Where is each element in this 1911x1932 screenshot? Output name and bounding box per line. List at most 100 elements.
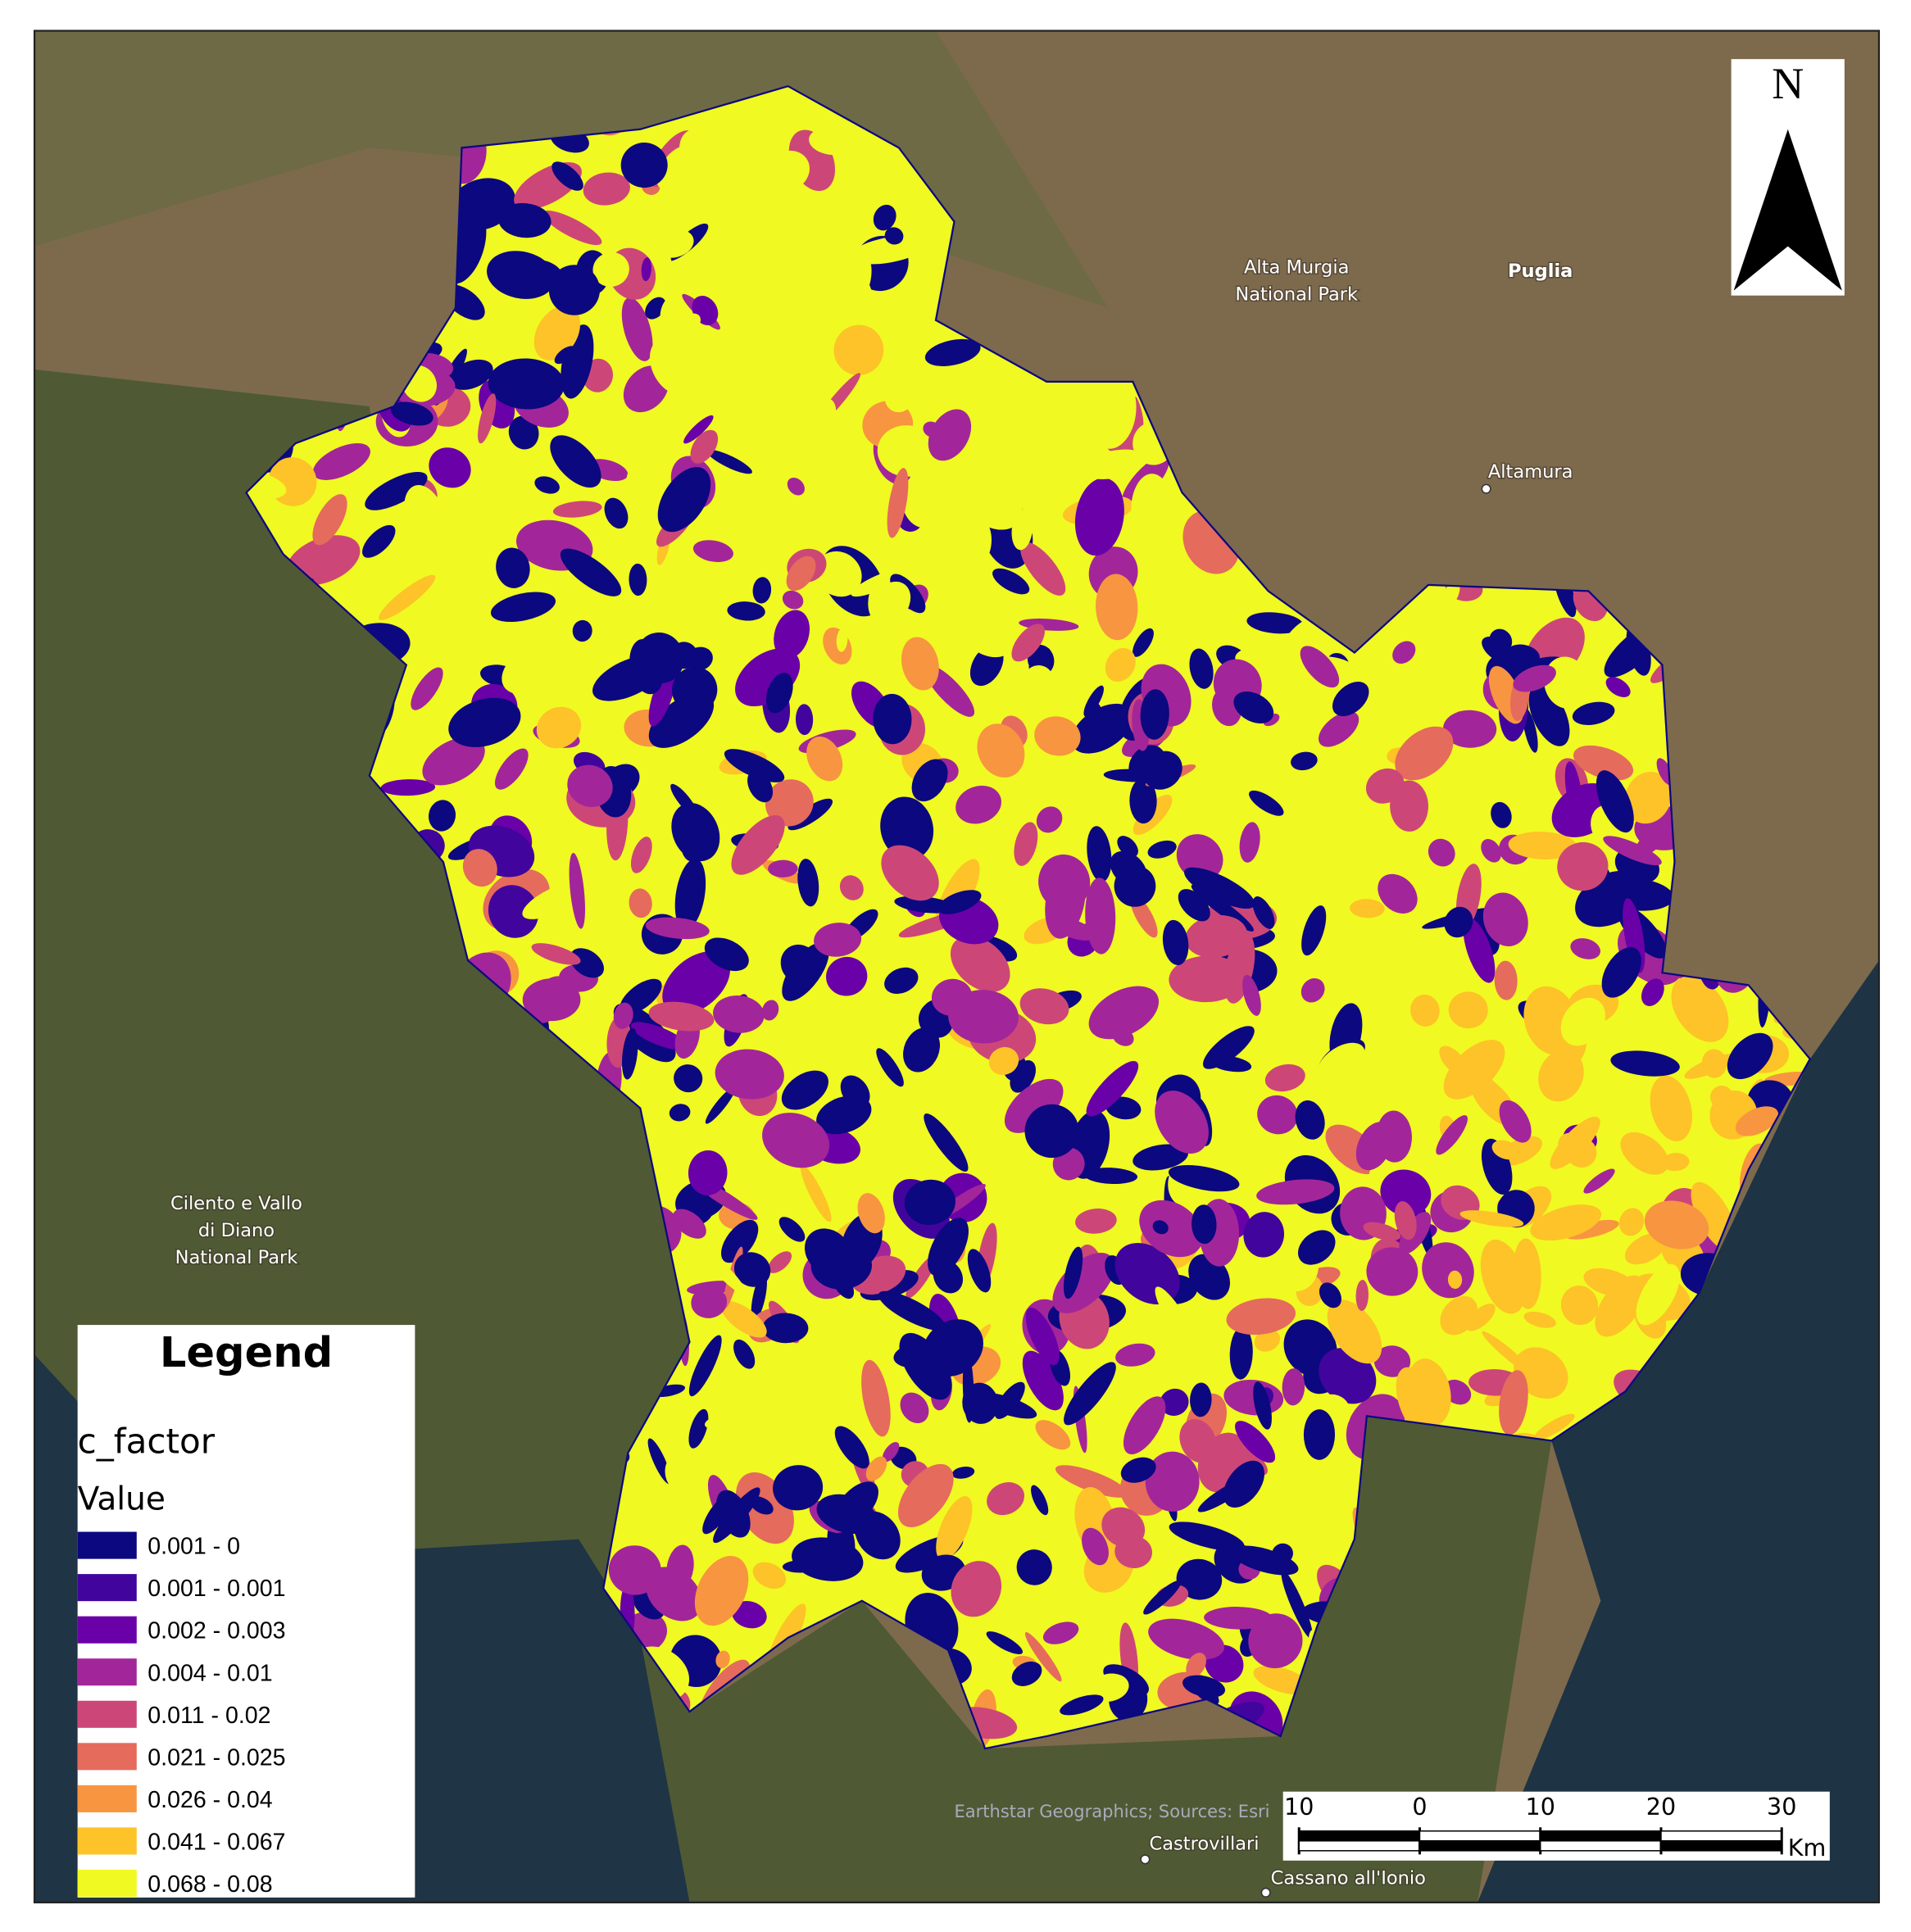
raster-patch	[752, 577, 772, 604]
raster-patch	[1252, 896, 1275, 929]
raster-patch	[1440, 1295, 1478, 1336]
raster-patch	[683, 374, 712, 400]
raster-patch	[1332, 681, 1369, 717]
raster-patch	[778, 1217, 806, 1242]
raster-patch	[674, 859, 706, 931]
raster-patch	[1605, 677, 1631, 697]
raster-patch	[1148, 1472, 1187, 1503]
legend-class-label: 0.001 - 0.001	[148, 1576, 285, 1602]
raster-patch	[1557, 841, 1609, 891]
raster-patch	[1147, 840, 1177, 859]
raster-patch	[666, 1544, 694, 1591]
raster-patch	[806, 736, 843, 782]
raster-patch	[901, 637, 939, 691]
raster-patch	[502, 643, 562, 695]
scale-segment	[1418, 1830, 1541, 1842]
raster-patch	[549, 822, 611, 873]
raster-patch	[801, 1164, 832, 1222]
raster-patch	[488, 358, 565, 410]
raster-patch	[835, 455, 856, 475]
raster-patch	[1096, 574, 1138, 641]
raster-patch	[1459, 1210, 1524, 1227]
raster-patch	[705, 1086, 736, 1124]
raster-patch	[816, 1494, 877, 1535]
raster-patch	[1518, 601, 1555, 624]
raster-patch	[665, 1449, 712, 1497]
raster-patch	[1297, 1230, 1336, 1265]
raster-patch	[1004, 1078, 1064, 1133]
raster-patch	[1014, 822, 1038, 866]
raster-patch	[583, 172, 630, 206]
raster-patch	[956, 785, 1001, 824]
raster-patch	[1155, 1091, 1209, 1154]
scale-bar: 10 0 10 20 30 Km	[1282, 1791, 1830, 1862]
raster-patch	[731, 1600, 767, 1629]
raster-patch	[1596, 878, 1674, 911]
raster-patch	[1088, 986, 1160, 1040]
raster-patch	[1086, 1060, 1139, 1117]
raster-patch	[937, 890, 982, 914]
raster-patch	[768, 1251, 792, 1273]
raster-patch	[550, 435, 601, 488]
raster-patch	[720, 1300, 767, 1338]
raster-patch	[1701, 1049, 1727, 1078]
raster-patch	[865, 1456, 887, 1481]
place-label: Castrovillari	[1149, 1833, 1259, 1854]
raster-patch	[847, 184, 901, 206]
place-dot	[1140, 1854, 1151, 1865]
raster-patch	[713, 995, 765, 1033]
raster-patch	[715, 1049, 784, 1100]
raster-patch	[1601, 947, 1641, 998]
raster-patch	[1481, 839, 1501, 863]
raster-patch	[1644, 1200, 1709, 1249]
scale-segment	[1298, 1830, 1421, 1842]
place-label: National Park	[1235, 284, 1358, 306]
raster-patch	[877, 425, 936, 477]
raster-patch	[733, 1252, 771, 1287]
raster-patch	[1564, 761, 1582, 817]
place-label: Cilento e Vallo	[170, 1193, 302, 1214]
raster-patch	[1410, 994, 1440, 1027]
raster-patch	[1281, 1570, 1314, 1639]
raster-patch	[804, 397, 837, 433]
raster-patch	[720, 1219, 759, 1263]
raster-patch	[1572, 701, 1615, 725]
raster-patch	[960, 359, 985, 410]
raster-patch	[1075, 1209, 1117, 1234]
raster-patch	[861, 1359, 891, 1437]
raster-patch	[1036, 806, 1063, 833]
raster-patch	[1618, 1208, 1645, 1236]
raster-patch	[312, 494, 347, 546]
raster-patch	[924, 1113, 969, 1172]
raster-patch	[496, 547, 530, 588]
raster-patch	[379, 574, 436, 620]
raster-patch	[751, 1272, 767, 1321]
raster-patch	[761, 1000, 779, 1021]
raster-patch	[1034, 716, 1081, 756]
raster-patch	[1494, 960, 1518, 1000]
raster-patch	[1482, 892, 1528, 946]
raster-patch	[1024, 1104, 1079, 1159]
raster-patch	[487, 251, 556, 299]
raster-patch	[1176, 1558, 1223, 1600]
scale-segment	[1539, 1840, 1662, 1852]
raster-patch	[567, 764, 613, 808]
raster-patch	[1249, 790, 1284, 816]
scale-unit: Km	[1788, 1834, 1827, 1862]
raster-patch	[976, 1392, 1037, 1419]
raster-patch	[1190, 1382, 1212, 1417]
place-labels: Alta Murgia National Park Puglia Altamura Ci…	[170, 256, 1574, 1898]
raster-patch	[1223, 1460, 1264, 1508]
raster-patch	[1327, 1299, 1382, 1364]
raster-patch	[1246, 612, 1304, 634]
scale-tick-label: 20	[1646, 1793, 1676, 1821]
raster-patch	[1463, 918, 1496, 983]
legend-swatch	[77, 1827, 137, 1855]
raster-patch	[967, 1249, 992, 1293]
raster-patch	[1499, 1370, 1528, 1435]
raster-patch	[742, 244, 806, 305]
raster-patch	[731, 814, 785, 875]
raster-patch	[1010, 1059, 1037, 1093]
raster-patch	[836, 628, 848, 652]
raster-patch	[529, 976, 570, 1024]
